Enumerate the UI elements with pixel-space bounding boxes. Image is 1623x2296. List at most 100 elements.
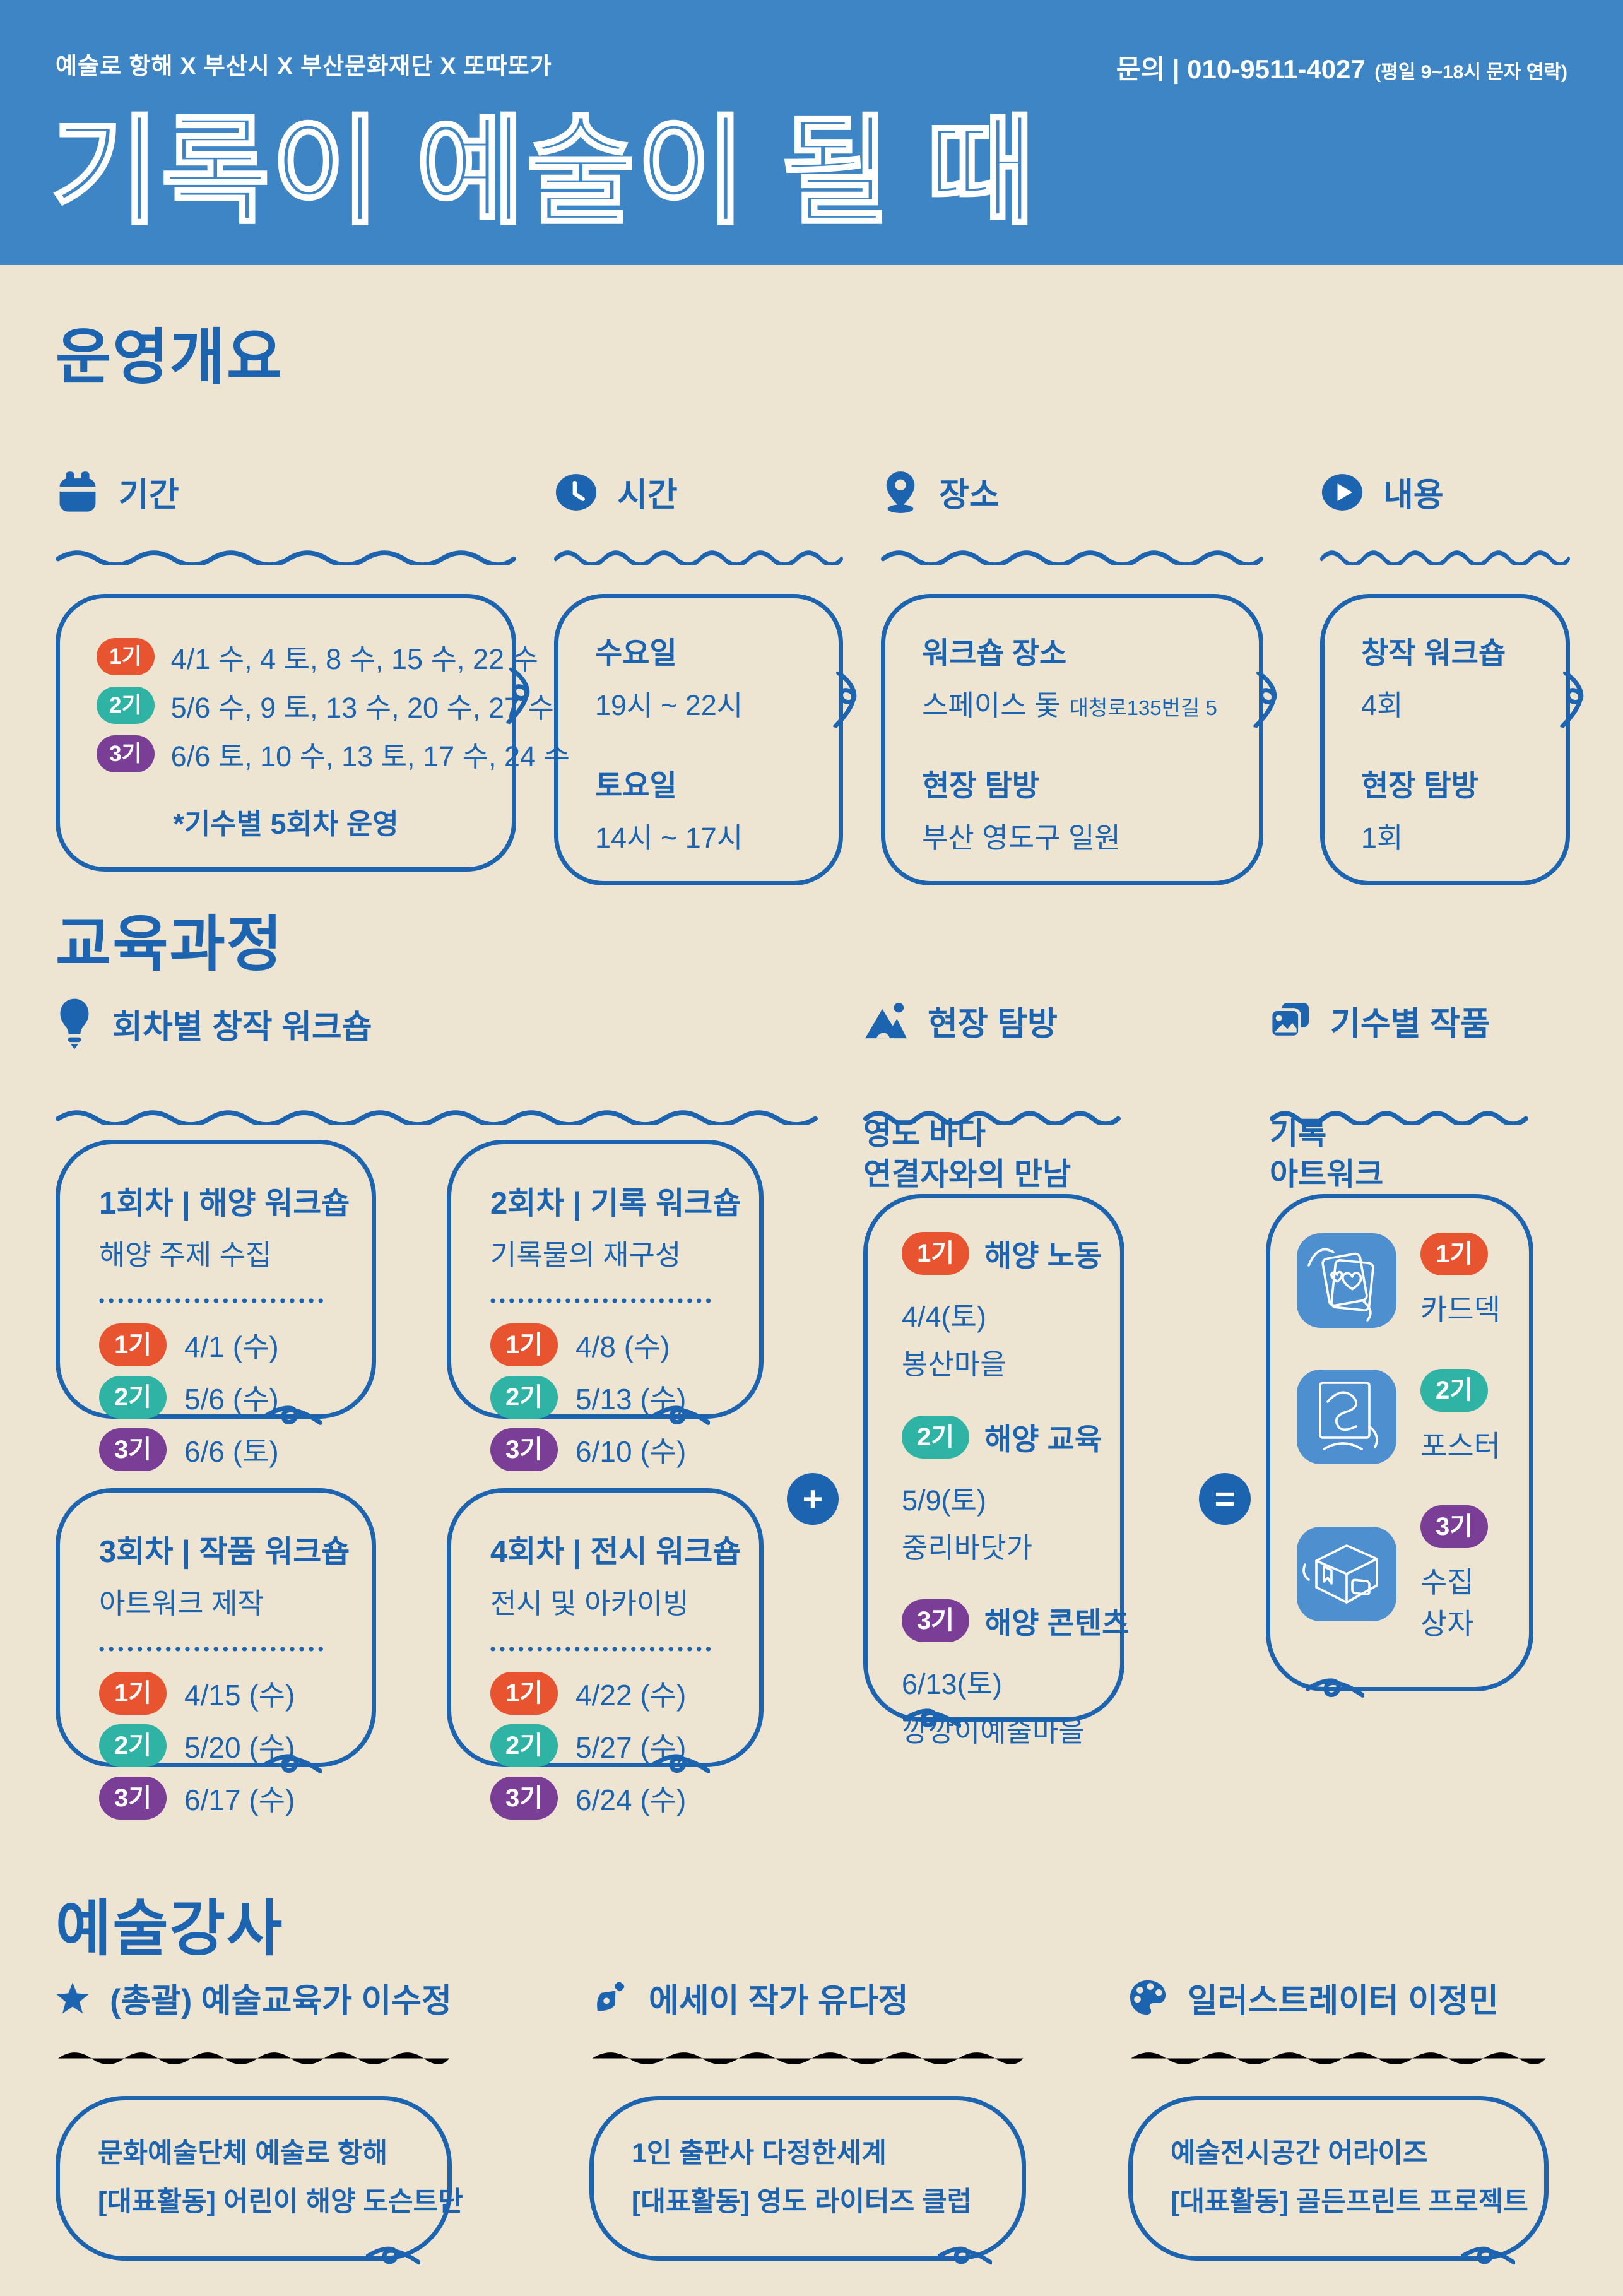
logo-title: 기록이 예술이 될 때: [49, 104, 1037, 239]
gen2-badge: 2기: [490, 1724, 558, 1767]
dotted-divider: [490, 1647, 720, 1652]
gen2-badge: 2기: [490, 1376, 558, 1419]
loop-decoration: [903, 1708, 961, 1728]
workshops-header: 회차별 창작 워크숍: [56, 997, 372, 1050]
wavy-divider: [58, 2052, 449, 2064]
section-title-instructors: 예술강사: [56, 1895, 284, 1963]
content-entry-title: 현장 탐방: [1361, 769, 1479, 802]
fieldtrip-item: 2기 해양 교육 5/9(토) 중리바닷가: [902, 1415, 1102, 1566]
workshop-date: 6/6 (토): [184, 1435, 279, 1468]
lightbulb-icon: [60, 998, 89, 1050]
mountain-icon: [865, 1002, 907, 1038]
gen1-badge: 1기: [97, 638, 155, 675]
gen1-badge: 1기: [490, 1323, 558, 1366]
gen1-badge: 1기: [99, 1323, 167, 1366]
workshops-label: 회차별 창작 워크숍: [112, 1009, 372, 1046]
wavy-divider: [1131, 2052, 1546, 2064]
overview-column-content: 내용 창작 워크숍 4회 현장 탐방 1회: [1320, 468, 1584, 885]
loop-decoration: [1253, 671, 1277, 729]
instructor-name: 에세이 작가 유다정: [649, 1983, 909, 2020]
overview-column-period: 기간 1기 4/1 수, 4 토, 8 수, 15 수, 22 수 2기 5/6…: [56, 468, 570, 872]
fieldtrip-item-title: 해양 교육: [984, 1423, 1102, 1456]
time-entry-value: 19시 ~ 22시: [595, 689, 743, 721]
place-address: 대청로135번길 5: [1069, 696, 1217, 719]
instructor-name: 일러스트레이터 이정민: [1188, 1983, 1499, 2020]
workshop-subtitle: 기록물의 재구성: [490, 1239, 682, 1271]
gen2-badge: 2기: [97, 687, 155, 724]
gen3-badge: 3기: [99, 1777, 167, 1820]
gen3-badge: 3기: [490, 1428, 558, 1471]
instructor-card-essayist: 에세이 작가 유다정 1인 출판사 다정한세계 [대표활동] 영도 라이터즈 클…: [589, 1974, 1026, 2265]
place-entry: 워크숍 장소 스페이스 돛 대청로135번길 5: [922, 629, 1222, 723]
work-item: 2기 포스터: [1297, 1369, 1502, 1465]
workshop-box-4: 4회차 | 전시 워크숍 전시 및 아카이빙 1기 4/22 (수) 2기 5/27…: [447, 1488, 764, 1820]
works-header: 기수별 작품: [1270, 997, 1490, 1044]
poster-artwork: [1297, 1370, 1396, 1464]
contact-note: (평일 9~18시 문자 연락): [1374, 62, 1567, 83]
gen1-badge: 1기: [1420, 1233, 1489, 1275]
schedule-row: 1기 4/1 수, 4 토, 8 수, 15 수, 22 수: [97, 636, 538, 677]
workshop-subtitle: 전시 및 아카이빙: [490, 1587, 689, 1619]
gen3-badge: 3기: [99, 1428, 167, 1471]
workshop-date: 5/6 (수): [184, 1383, 279, 1416]
place-label: 장소: [939, 477, 1000, 514]
workshop-date: 6/10 (수): [575, 1435, 687, 1468]
loop-decoration: [1461, 2246, 1516, 2265]
instructor-header: (총괄) 예술교육가 이수정: [56, 1974, 452, 2021]
loop-decoration: [1306, 1678, 1365, 1698]
place-entry-value: 스페이스 돛 대청로135번길 5: [922, 682, 1222, 723]
dotted-divider: [99, 1647, 333, 1652]
loop-decoration: [366, 2246, 421, 2265]
schedule-row: 2기 5/6 수, 9 토, 13 수, 20 수, 27 수: [97, 685, 554, 726]
content-entry-title: 창작 워크숍: [1361, 636, 1506, 670]
workshop-box-1: 1회차 | 해양 워크숍 해양 주제 수집 1기 4/1 (수) 2기 5/6 (수…: [56, 1140, 376, 1471]
schedule-row: 3기 6/6 토, 10 수, 13 토, 17 수, 24 수: [97, 733, 570, 774]
loop-decoration: [651, 1754, 710, 1773]
overview-column-time: 시간 수요일 19시 ~ 22시 토요일 14시 ~ 17시: [554, 468, 857, 885]
place-box: 워크숍 장소 스페이스 돛 대청로135번길 5 현장 탐방 부산 영도구 일원: [881, 594, 1277, 885]
instructor-card-illustrator: 일러스트레이터 이정민 예술전시공간 어라이즈 [대표활동] 골든프린트 프로젝…: [1128, 1974, 1549, 2265]
workshop-row: 3기 6/24 (수): [490, 1777, 720, 1820]
fieldtrip-item-title: 해양 콘텐츠: [984, 1606, 1130, 1640]
fieldtrip-item-date: 6/13(토): [902, 1668, 1002, 1700]
period-header: 기간: [56, 468, 516, 516]
content-entry-value: 1회: [1361, 822, 1403, 854]
dotted-divider: [99, 1298, 333, 1303]
fieldtrip-item-place: 중리바닷가: [902, 1532, 1033, 1564]
time-entry-title: 수요일: [595, 636, 677, 670]
workshop-row: 1기 4/1 (수): [99, 1323, 333, 1366]
workshop-row: 2기 5/6 (수): [99, 1376, 333, 1419]
loop-decoration: [263, 1405, 322, 1425]
gen1-dates: 4/1 수, 4 토, 8 수, 15 수, 22 수: [170, 643, 538, 675]
instructor-box: 문화예술단체 예술로 항해 [대표활동] 어린이 해양 도슨트단: [56, 2096, 463, 2265]
fieldtrip-item-place: 봉산마을: [902, 1348, 1006, 1380]
gen2-dates: 5/6 수, 9 토, 13 수, 20 수, 27 수: [170, 692, 554, 724]
wavy-divider: [56, 1110, 818, 1125]
workshop-box-2: 2회차 | 기록 워크숍 기록물의 재구성 1기 4/8 (수) 2기 5/13 (…: [447, 1140, 764, 1471]
fieldtrip-item-title: 해양 노동: [984, 1239, 1102, 1272]
plus-connector: +: [787, 1473, 839, 1525]
workshop-row: 3기 6/6 (토): [99, 1428, 333, 1471]
fieldtrip-label: 현장 탐방: [928, 1006, 1058, 1043]
instructor-affiliation: 문화예술단체 예술로 항해: [98, 2138, 388, 2169]
gen3-badge: 3기: [97, 735, 155, 772]
map-pin-icon: [886, 471, 915, 513]
content-entry-value: 4회: [1361, 689, 1403, 721]
fieldtrip-item-date: 4/4(토): [902, 1301, 986, 1333]
header: 예술로 항해 X 부산시 X 부산문화재단 X 또따또가 문의 | 010-95…: [0, 0, 1623, 265]
gen2-badge: 2기: [1420, 1369, 1489, 1412]
time-box: 수요일 19시 ~ 22시 토요일 14시 ~ 17시: [554, 594, 857, 885]
gen3-badge: 3기: [1420, 1505, 1489, 1548]
workshop-date: 4/22 (수): [575, 1679, 687, 1712]
gen2-badge: 2기: [902, 1415, 970, 1459]
gen2-badge: 2기: [99, 1724, 167, 1767]
works-lead: 기록 아트워크: [1270, 1115, 1383, 1195]
loop-decoration: [1560, 671, 1584, 729]
work-item: 1기 카드덱: [1297, 1233, 1502, 1328]
loop-decoration: [833, 671, 857, 729]
section-title-curriculum: 교육과정: [56, 911, 284, 978]
works-box: 1기 카드덱 2기 포스터 3기 수집 상자: [1266, 1194, 1533, 1698]
workshop-title: 2회차 | 기록 워크숍: [490, 1186, 741, 1221]
fieldtrip-lead: 영도 바다 연결자와의 만남: [863, 1115, 1071, 1195]
